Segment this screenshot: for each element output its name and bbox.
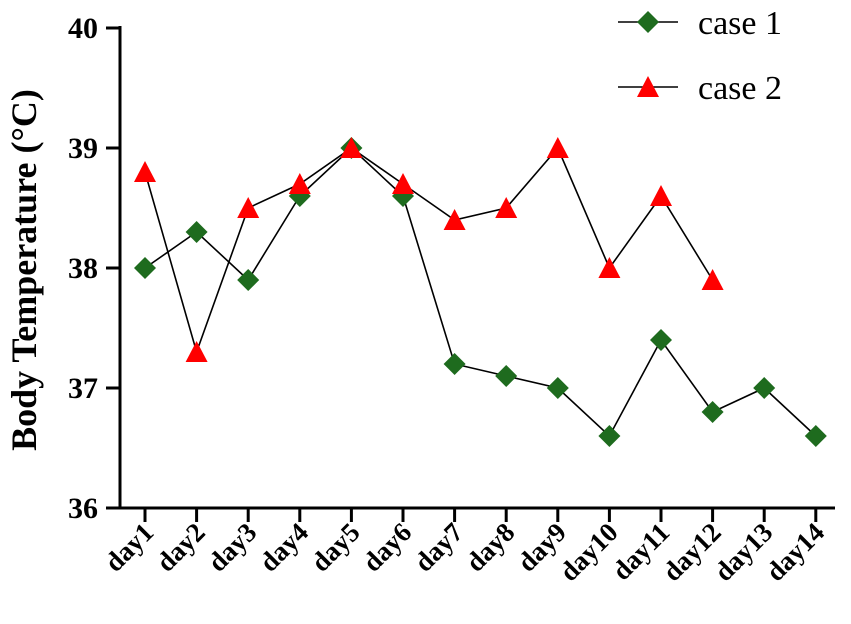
y-tick-label: 36 bbox=[68, 492, 98, 525]
data-point bbox=[134, 161, 156, 182]
x-tick-label: day11 bbox=[606, 517, 675, 586]
data-point bbox=[443, 209, 466, 230]
data-point bbox=[650, 185, 672, 206]
data-point bbox=[546, 137, 569, 158]
legend-marker bbox=[637, 11, 659, 33]
y-tick-label: 39 bbox=[68, 132, 98, 165]
data-point bbox=[185, 221, 208, 243]
data-point bbox=[495, 197, 518, 218]
data-point bbox=[598, 425, 621, 447]
x-tick-label: day2 bbox=[150, 517, 210, 577]
y-axis-title: Body Temperature (°C) bbox=[4, 89, 44, 451]
data-point bbox=[237, 197, 260, 218]
data-point bbox=[443, 353, 466, 375]
data-point bbox=[804, 425, 827, 447]
x-tick-label: day5 bbox=[305, 517, 365, 577]
data-point bbox=[134, 257, 156, 279]
x-tick-label: day1 bbox=[99, 517, 159, 577]
y-tick-label: 38 bbox=[68, 252, 98, 285]
x-tick-label: day12 bbox=[657, 517, 727, 587]
series-1 bbox=[134, 137, 827, 447]
x-tick-label: day13 bbox=[708, 517, 778, 587]
x-tick-label: day6 bbox=[357, 517, 417, 577]
data-point bbox=[598, 257, 621, 278]
data-point bbox=[495, 365, 518, 387]
legend-label: case 2 bbox=[698, 70, 782, 107]
data-point bbox=[185, 341, 208, 362]
data-point bbox=[392, 173, 414, 194]
x-tick-label: day14 bbox=[760, 517, 830, 587]
x-tick-label: day8 bbox=[460, 517, 520, 577]
x-tick-label: day3 bbox=[202, 517, 262, 577]
legend-item-1: case 1 bbox=[618, 5, 782, 42]
data-point bbox=[650, 329, 672, 351]
data-point bbox=[753, 377, 776, 399]
data-point bbox=[288, 173, 311, 194]
legend: case 1 case 2 bbox=[618, 5, 782, 107]
data-point bbox=[340, 137, 363, 158]
data-point bbox=[237, 269, 260, 291]
y-tick-label: 40 bbox=[68, 12, 98, 45]
series-2 bbox=[134, 137, 724, 362]
series-group bbox=[134, 137, 827, 447]
data-point bbox=[701, 401, 724, 423]
x-tick-label: day7 bbox=[408, 517, 468, 577]
series-line bbox=[144, 146, 817, 438]
legend-marker bbox=[637, 76, 659, 97]
legend-item-2: case 2 bbox=[618, 70, 782, 107]
legend-label: case 1 bbox=[698, 5, 782, 42]
x-tick-label: day10 bbox=[554, 517, 624, 587]
x-tick-label: day4 bbox=[254, 517, 314, 577]
series-line bbox=[144, 146, 714, 355]
data-point bbox=[546, 377, 569, 399]
data-point bbox=[701, 269, 724, 290]
y-tick-label: 37 bbox=[68, 372, 98, 405]
